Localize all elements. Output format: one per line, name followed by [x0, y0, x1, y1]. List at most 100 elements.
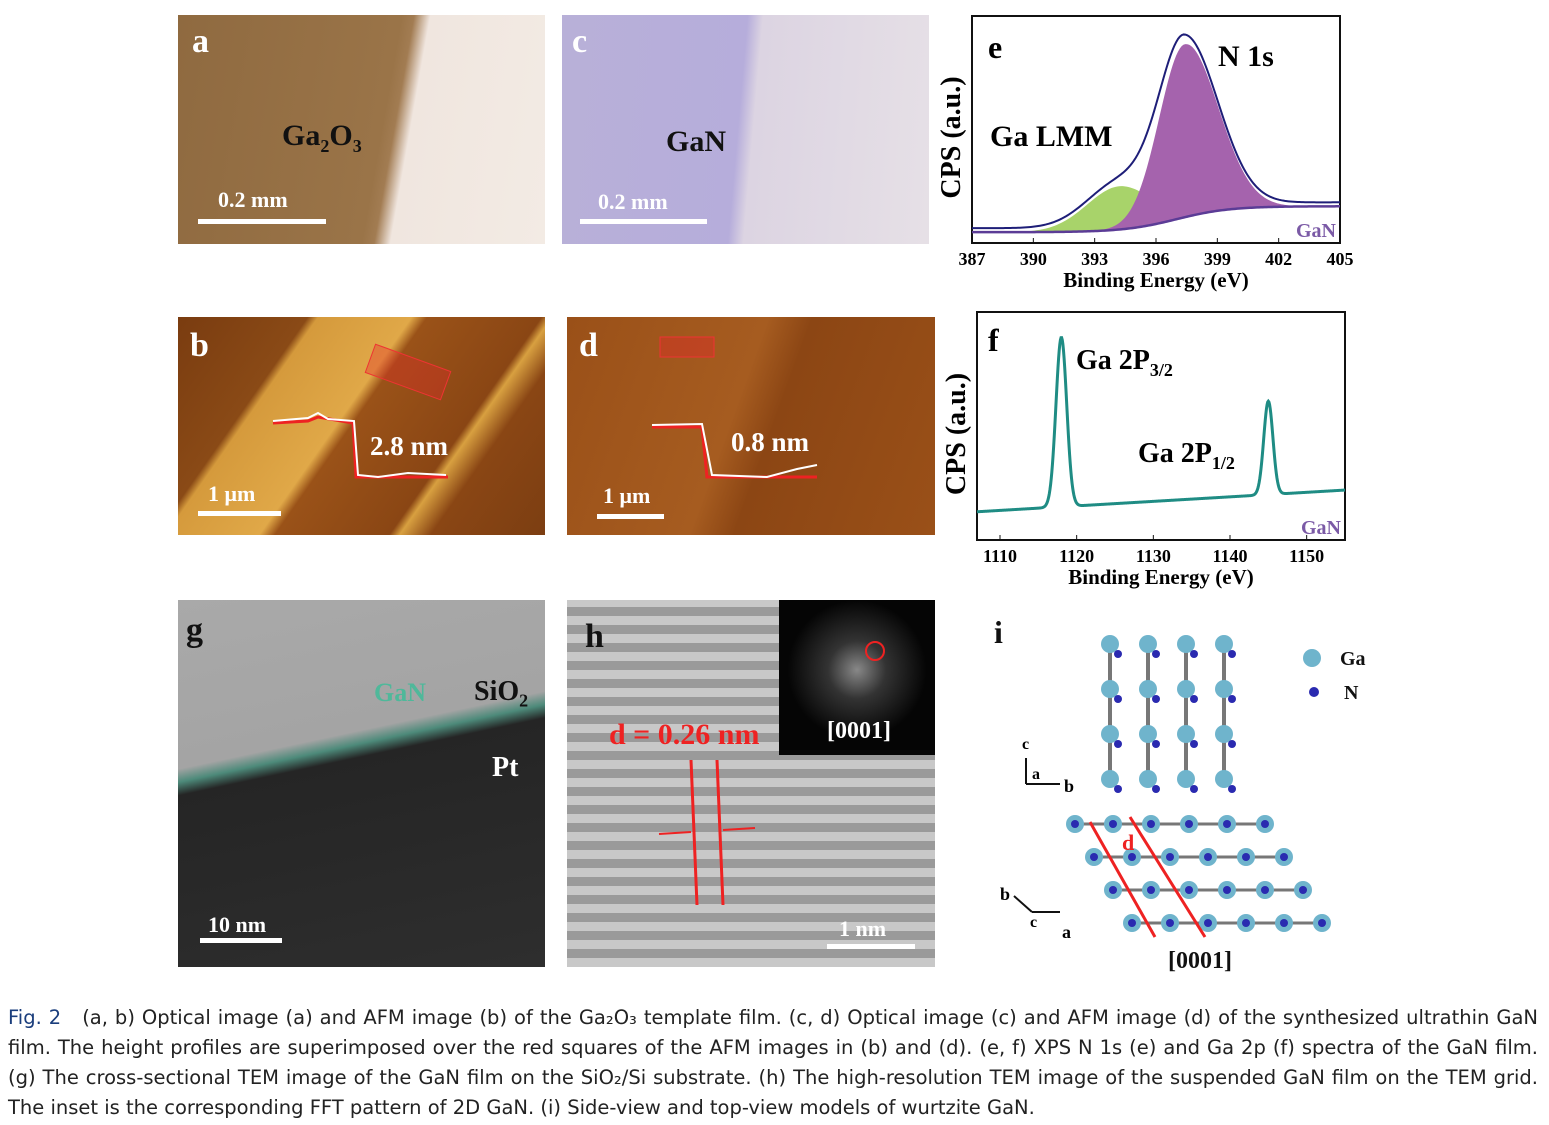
n-atom [1128, 853, 1136, 861]
n-atom [1147, 820, 1155, 828]
n-atom [1166, 853, 1174, 861]
panel-label: i [994, 614, 1003, 650]
lattice-lines [658, 759, 756, 906]
panel-label: d [579, 327, 598, 364]
n-atom [1166, 919, 1174, 927]
ga-atom [1139, 770, 1157, 788]
n-atom [1109, 820, 1117, 828]
axis-c: c [1022, 736, 1030, 753]
x-tick-label: 393 [1081, 249, 1108, 269]
n-atom [1147, 886, 1155, 894]
n-atom [1128, 919, 1136, 927]
scale-label: 1 μm [603, 483, 651, 508]
n-atom [1152, 650, 1160, 658]
wurtzite-model [1013, 635, 1331, 938]
x-tick-label: 1130 [1136, 546, 1171, 566]
spectrum-line [976, 336, 1346, 514]
n-atom [1152, 740, 1160, 748]
n-atom [1261, 820, 1269, 828]
sample-label: GaN [1301, 517, 1342, 539]
n-atom [1114, 785, 1122, 793]
ga2p32-label: Ga 2P3/2 [1076, 345, 1173, 380]
lattice-plane-line [1128, 816, 1207, 938]
ga-atom [1101, 725, 1119, 743]
n1s-label: N 1s [1218, 40, 1274, 73]
ga-atom [1215, 680, 1233, 698]
n-atom [1280, 919, 1288, 927]
n-atom [1071, 820, 1079, 828]
step-height-label: 0.8 nm [731, 427, 810, 457]
scale-label: 0.2 mm [218, 187, 288, 212]
legend-ga-atom [1303, 649, 1321, 667]
fft-inset: [0001] [779, 600, 935, 755]
n-atom [1109, 886, 1117, 894]
scale-bar [597, 514, 664, 519]
axes-arrows-top [1013, 895, 1060, 913]
ga-atom [1101, 680, 1119, 698]
panel-label: f [988, 322, 999, 358]
x-tick-label: 1120 [1059, 546, 1094, 566]
n-atom [1152, 695, 1160, 703]
material-label: Ga2O3 [282, 119, 362, 156]
n-atom [1190, 695, 1198, 703]
n-atom [1228, 650, 1236, 658]
spacing-d-label: d [1122, 830, 1135, 855]
n-atom [1228, 740, 1236, 748]
lattice-spacing-label: d = 0.26 nm [609, 718, 760, 751]
ga-atom [1177, 635, 1195, 653]
axis-c-top: c [1030, 914, 1038, 931]
ga-lmm-label: Ga LMM [990, 120, 1112, 153]
x-tick-label: 390 [1020, 249, 1047, 269]
sample-label: GaN [1296, 220, 1337, 242]
background-line [971, 205, 1341, 234]
panel-d-afm-image: d 0.8 nm 1 μm [567, 317, 935, 535]
n-atom [1185, 886, 1193, 894]
panel-i-crystal-model: i Ga N c a b b c a d [0001] [990, 612, 1390, 987]
n-atom [1114, 650, 1122, 658]
n-atom [1190, 785, 1198, 793]
panel-h-hrtem-image: h d = 0.26 nm [0001] 1 nm [567, 600, 935, 967]
scale-bar [198, 219, 326, 224]
ga-atom [1215, 725, 1233, 743]
x-tick-label: 399 [1204, 249, 1231, 269]
lattice-plane-line [1088, 821, 1157, 938]
legend-n: N [1344, 682, 1359, 704]
axis-a-top: a [1062, 922, 1071, 942]
scale-label: 0.2 mm [598, 189, 668, 214]
n-atom [1242, 853, 1250, 861]
height-profile [272, 343, 452, 479]
n-atom [1152, 785, 1160, 793]
n-atom [1204, 853, 1212, 861]
panel-label: a [192, 23, 209, 60]
ga-atom [1177, 725, 1195, 743]
n1s-peak-area [972, 44, 1340, 233]
n-atom [1299, 886, 1307, 894]
scale-label: 1 nm [839, 916, 887, 941]
panel-label: g [186, 612, 203, 649]
n-atom [1318, 919, 1326, 927]
n-atom [1228, 785, 1236, 793]
axes-arrows [1025, 758, 1060, 785]
n-atom [1190, 650, 1198, 658]
material-label: GaN [666, 125, 726, 158]
caption-fig-label: Fig. 2 [8, 1006, 62, 1029]
ga-atom [1215, 635, 1233, 653]
step-height-label: 2.8 nm [370, 431, 449, 461]
panel-label: e [988, 29, 1002, 65]
zone-axis-label: [0001] [1168, 948, 1232, 974]
legend-n-atom [1309, 687, 1319, 697]
x-tick-label: 1140 [1212, 546, 1247, 566]
n-atom [1190, 740, 1198, 748]
n-atom [1261, 886, 1269, 894]
axis-a: a [1032, 766, 1040, 783]
scale-bar [198, 511, 281, 516]
scale-label: 10 nm [208, 912, 267, 937]
chart-f-xps-ga2p: 1110 1120 1130 1140 1150 Binding Energy (eV) C… [941, 311, 1346, 589]
n-atom [1114, 695, 1122, 703]
sio2-label: SiO2 [474, 676, 529, 711]
subscript: 3/2 [1150, 360, 1173, 380]
gan-layer-label: GaN [374, 678, 426, 707]
panel-a-optical-image: a Ga2O3 0.2 mm [178, 15, 545, 244]
x-axis-label: Binding Energy (eV) [1063, 268, 1249, 292]
